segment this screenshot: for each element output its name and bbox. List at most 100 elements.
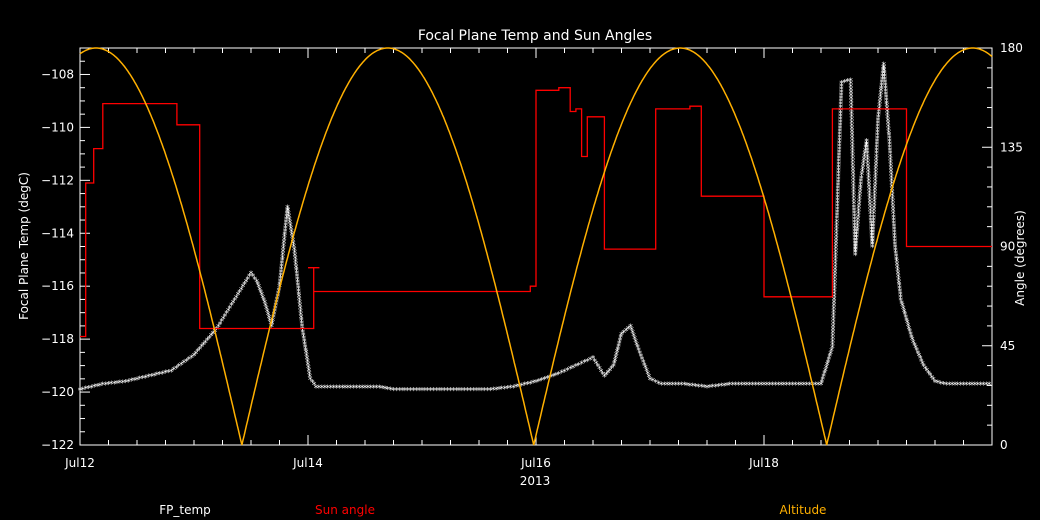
fp-temp-point: * bbox=[284, 219, 289, 229]
fp-temp-point: * bbox=[936, 379, 941, 389]
fp-temp-point: * bbox=[388, 386, 393, 396]
fp-temp-point: * bbox=[132, 377, 137, 387]
fp-temp-point: * bbox=[312, 381, 317, 391]
fp-temp-point: * bbox=[491, 386, 496, 396]
fp-temp-point: * bbox=[956, 381, 961, 391]
fp-temp-point: * bbox=[850, 140, 855, 150]
fp-temp-point: * bbox=[831, 305, 836, 315]
fp-temp-point: * bbox=[708, 383, 713, 393]
fp-temp-point: * bbox=[866, 162, 871, 172]
fp-temp-point: * bbox=[866, 177, 871, 187]
fp-temp-point: * bbox=[637, 350, 642, 360]
fp-temp-point: * bbox=[832, 302, 837, 312]
fp-temp-point: * bbox=[232, 296, 237, 306]
fp-temp-point: * bbox=[280, 260, 285, 270]
fp-temp-point: * bbox=[514, 383, 519, 393]
fp-temp-point: * bbox=[245, 275, 250, 285]
fp-temp-point: * bbox=[870, 244, 875, 254]
fp-temp-point: * bbox=[192, 352, 197, 362]
fp-temp-point: * bbox=[668, 381, 673, 391]
fp-temp-point: * bbox=[750, 381, 755, 391]
fp-temp-point: * bbox=[616, 342, 621, 352]
fp-temp-point: * bbox=[522, 381, 527, 391]
fp-temp-point: * bbox=[897, 279, 902, 289]
fp-temp-point: * bbox=[171, 366, 176, 376]
fp-temp-point: * bbox=[887, 135, 892, 145]
fp-temp-point: * bbox=[837, 155, 842, 165]
fp-temp-point: * bbox=[874, 156, 879, 166]
fp-temp-point: * bbox=[357, 384, 362, 394]
fp-temp-point: * bbox=[892, 228, 897, 238]
fp-temp-point: * bbox=[852, 212, 857, 222]
fp-temp-point: * bbox=[268, 317, 273, 327]
fp-temp-point: * bbox=[397, 386, 402, 396]
fp-temp-point: * bbox=[241, 283, 246, 293]
fp-temp-point: * bbox=[933, 379, 938, 389]
fp-temp-point: * bbox=[834, 224, 839, 234]
fp-temp-point: * bbox=[862, 156, 867, 166]
fp-temp-point: * bbox=[850, 131, 855, 141]
fp-temp-point: * bbox=[611, 363, 616, 373]
fp-temp-point: * bbox=[891, 210, 896, 220]
fp-temp-point: * bbox=[836, 179, 841, 189]
fp-temp-point: * bbox=[613, 354, 618, 364]
fp-temp-point: * bbox=[187, 356, 192, 366]
fp-temp-point: * bbox=[870, 238, 875, 248]
fp-temp-point: * bbox=[851, 185, 856, 195]
fp-temp-point: * bbox=[869, 228, 874, 238]
fp-temp-point: * bbox=[875, 141, 880, 151]
fp-temp-point: * bbox=[406, 386, 411, 396]
fp-temp-point: * bbox=[868, 207, 873, 217]
fp-temp-point: * bbox=[579, 360, 584, 370]
fp-temp-point: * bbox=[135, 376, 140, 386]
fp-temp-point: * bbox=[891, 216, 896, 226]
fp-temp-point: * bbox=[869, 225, 874, 235]
fp-temp-point: * bbox=[860, 165, 865, 175]
fp-temp-point: * bbox=[871, 219, 876, 229]
fp-temp-point: * bbox=[978, 381, 983, 391]
fp-temp-point: * bbox=[297, 293, 302, 303]
fp-temp-point: * bbox=[158, 371, 163, 381]
fp-temp-point: * bbox=[705, 384, 710, 394]
fp-temp-point: * bbox=[659, 381, 664, 391]
fp-temp-point: * bbox=[648, 376, 653, 386]
y-right-tick-label: 135 bbox=[1000, 140, 1023, 154]
fp-temp-point: * bbox=[283, 221, 288, 231]
fp-temp-point: * bbox=[644, 367, 649, 377]
fp-temp-point: * bbox=[884, 90, 889, 100]
fp-temp-point: * bbox=[833, 263, 838, 273]
fp-temp-point: * bbox=[831, 332, 836, 342]
fp-temp-point: * bbox=[831, 311, 836, 321]
fp-temp-point: * bbox=[306, 364, 311, 374]
fp-temp-point: * bbox=[298, 308, 303, 318]
fp-temp-point: * bbox=[630, 329, 635, 339]
fp-temp-point: * bbox=[855, 219, 860, 229]
fp-temp-point: * bbox=[884, 99, 889, 109]
fp-temp-point: * bbox=[882, 64, 887, 74]
fp-temp-point: * bbox=[857, 204, 862, 214]
fp-temp-point: * bbox=[274, 302, 279, 312]
fp-temp-point: * bbox=[900, 302, 905, 312]
fp-temp-point: * bbox=[374, 384, 379, 394]
fp-temp-point: * bbox=[83, 385, 88, 395]
fp-temp-point: * bbox=[894, 255, 899, 265]
fp-temp-point: * bbox=[254, 278, 259, 288]
fp-temp-point: * bbox=[848, 80, 853, 90]
fp-temp-point: * bbox=[839, 79, 844, 89]
fp-temp-point: * bbox=[879, 84, 884, 94]
fp-temp-point: * bbox=[239, 286, 244, 296]
fp-temp-point: * bbox=[915, 347, 920, 357]
fp-temp-point: * bbox=[639, 353, 644, 363]
fp-temp-point: * bbox=[209, 332, 214, 342]
fp-temp-point: * bbox=[852, 209, 857, 219]
fp-temp-point: * bbox=[282, 239, 287, 249]
y-right-tick-label: 90 bbox=[1000, 240, 1015, 254]
fp-temp-point: * bbox=[876, 120, 881, 130]
fp-temp-point: * bbox=[867, 183, 872, 193]
fp-temp-point: * bbox=[849, 116, 854, 126]
fp-temp-point: * bbox=[830, 338, 835, 348]
fp-temp-point: * bbox=[228, 304, 233, 314]
fp-temp-point: * bbox=[877, 105, 882, 115]
fp-temp-point: * bbox=[884, 96, 889, 106]
fp-temp-point: * bbox=[297, 290, 302, 300]
